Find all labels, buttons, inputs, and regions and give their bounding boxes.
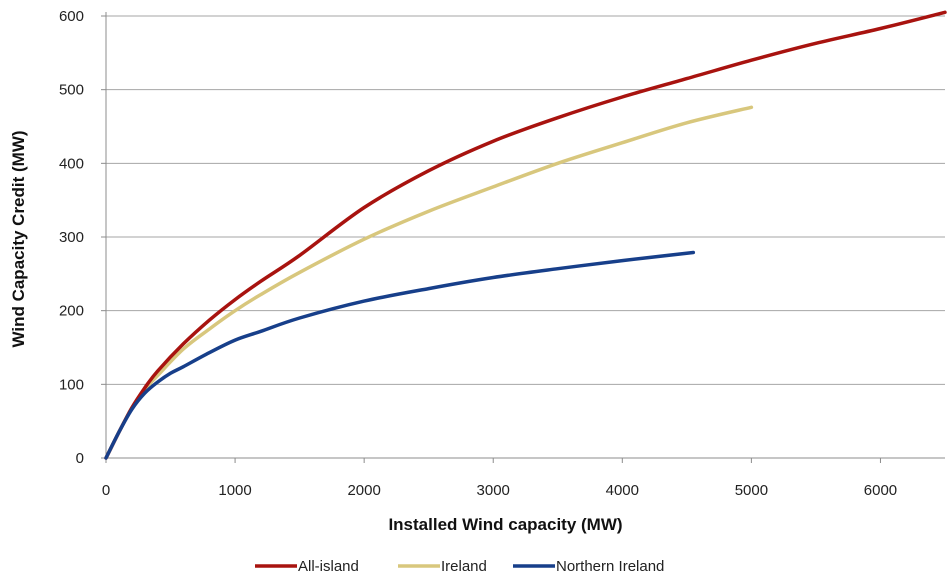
legend-label: Ireland — [441, 558, 487, 575]
x-axis-label: Installed Wind capacity (MW) — [388, 515, 622, 534]
y-tick-label: 600 — [59, 8, 84, 25]
gridlines — [106, 15, 945, 385]
legend-item-northern-ireland: Northern Ireland — [513, 558, 664, 575]
x-tick-label: 0 — [102, 482, 110, 499]
series-line-ireland — [104, 105, 754, 460]
y-tick-label: 200 — [59, 303, 84, 320]
x-tick-label: 2000 — [347, 482, 380, 499]
legend-label: All-island — [298, 558, 359, 575]
x-tick-label: 3000 — [477, 482, 510, 499]
x-tick-label: 4000 — [606, 482, 639, 499]
legend-item-all-island: All-island — [255, 558, 359, 575]
y-tick-label: 300 — [59, 229, 84, 246]
y-tick-label: 500 — [59, 82, 84, 99]
y-tick-label: 400 — [59, 155, 84, 172]
x-tick-label: 6000 — [864, 482, 897, 499]
series-lines — [104, 10, 947, 460]
legend-label: Northern Ireland — [556, 558, 664, 575]
legend-item-ireland: Ireland — [398, 558, 487, 575]
x-tick-label: 1000 — [218, 482, 251, 499]
x-tick-label: 5000 — [735, 482, 768, 499]
series-line-northern-ireland — [104, 250, 696, 460]
y-tick-label: 100 — [59, 376, 84, 393]
y-tick-label: 0 — [76, 450, 84, 467]
series-line-all-island — [104, 10, 947, 460]
legend: All-island Ireland Northern Ireland — [255, 558, 664, 575]
axes — [101, 12, 945, 463]
y-axis-label: Wind Capacity Credit (MW) — [9, 130, 28, 347]
